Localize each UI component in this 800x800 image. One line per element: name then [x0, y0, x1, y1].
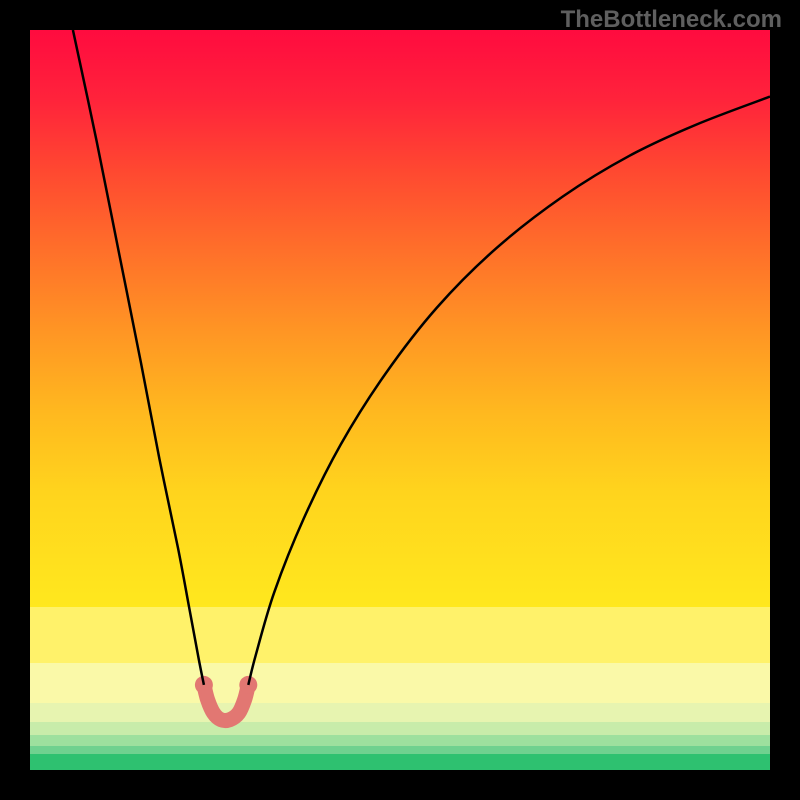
- curve-right: [248, 97, 770, 685]
- curve-base-endpoint: [239, 676, 257, 694]
- curve-layer: [30, 30, 770, 770]
- figure-root: TheBottleneck.com: [0, 0, 800, 800]
- plot-area: [30, 30, 770, 770]
- curve-left: [73, 30, 204, 685]
- watermark-text: TheBottleneck.com: [561, 6, 782, 34]
